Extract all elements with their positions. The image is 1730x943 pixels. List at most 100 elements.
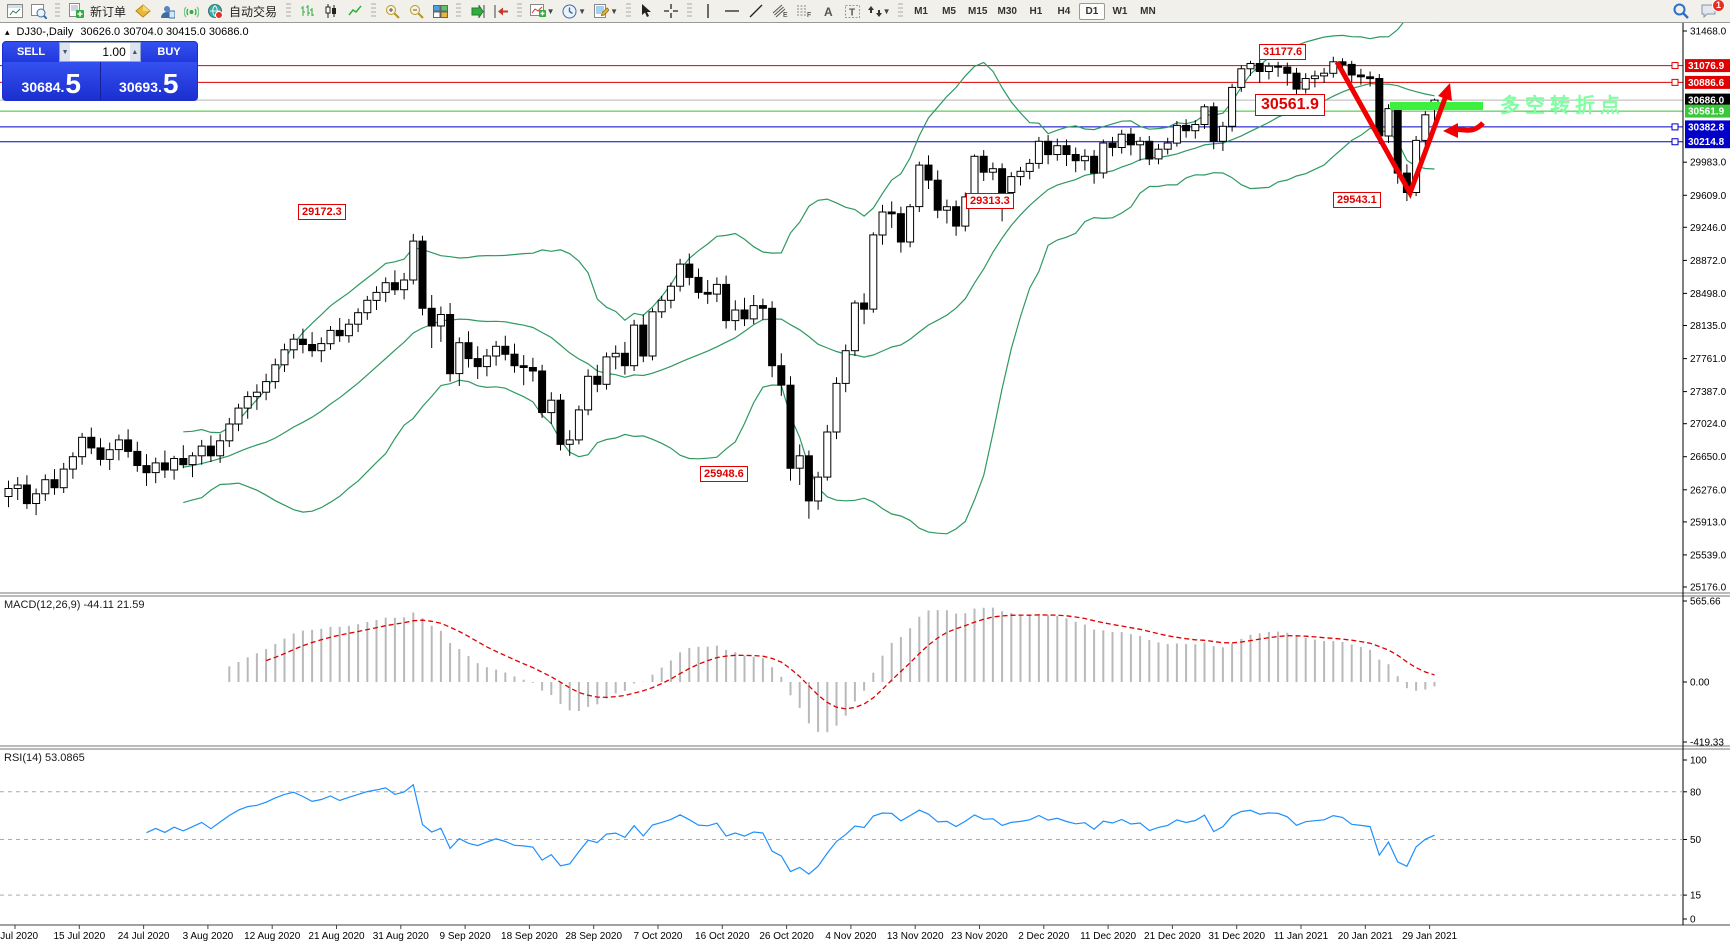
macd-indicator xyxy=(228,607,1436,733)
candles-layer xyxy=(4,56,1439,519)
date-label: 18 Sep 2020 xyxy=(501,931,558,942)
buy-price-main: 30693. xyxy=(119,79,162,95)
search-icon[interactable] xyxy=(1670,2,1692,21)
svg-text:30382.8: 30382.8 xyxy=(1688,122,1725,133)
equidistant-channel-icon[interactable]: E xyxy=(769,2,791,21)
sell-price-main: 30684. xyxy=(21,79,65,95)
date-label: 15 Jul 2020 xyxy=(53,931,105,942)
chart-shift-icon[interactable] xyxy=(490,2,512,21)
symbol-label: DJ30-,Daily xyxy=(16,26,74,38)
toolbar-grip xyxy=(517,3,523,19)
zoom-in-icon[interactable] xyxy=(381,2,403,21)
sell-price-button[interactable]: 30684. 5 xyxy=(3,62,101,100)
new-order-icon[interactable] xyxy=(65,2,87,21)
buy-button[interactable]: BUY xyxy=(141,42,197,62)
svg-text:565.66: 565.66 xyxy=(1690,597,1721,608)
svg-text:27761.0: 27761.0 xyxy=(1690,354,1727,365)
svg-text:30214.8: 30214.8 xyxy=(1688,137,1725,148)
price-tag-25948.6[interactable]: 25948.6 xyxy=(700,466,748,482)
svg-text:30561.9: 30561.9 xyxy=(1688,107,1725,118)
svg-text:29246.0: 29246.0 xyxy=(1690,223,1727,234)
notifications-icon[interactable]: 1 xyxy=(1698,0,1725,21)
autoscroll-icon[interactable] xyxy=(466,2,488,21)
tf-m15[interactable]: M15 xyxy=(968,5,988,17)
date-label: 29 Jan 2021 xyxy=(1402,931,1457,942)
chart-canvas[interactable]: 31468.0 29983.0 29609.0 29246.0 28872.0 28498… xyxy=(0,23,1730,943)
turning-point-bar xyxy=(1390,102,1483,110)
tf-mn[interactable]: MN xyxy=(1140,5,1156,17)
vertical-line-icon[interactable] xyxy=(697,2,719,21)
date-axis[interactable]: 6 Jul 2020 15 Jul 2020 24 Jul 2020 3 Aug 20… xyxy=(0,925,1458,942)
zoom-out-icon[interactable] xyxy=(405,2,427,21)
crosshair-icon[interactable] xyxy=(660,2,682,21)
price-tag-30561.9[interactable]: 30561.9 xyxy=(1255,94,1325,116)
turning-point-note[interactable]: 多空转折点 xyxy=(1500,95,1625,117)
bar-chart-type-icon[interactable] xyxy=(296,2,318,21)
date-label: 11 Jan 2021 xyxy=(1274,931,1329,942)
svg-text:0: 0 xyxy=(1690,915,1696,926)
tf-m30[interactable]: M30 xyxy=(997,5,1017,17)
svg-text:29609.0: 29609.0 xyxy=(1690,191,1727,202)
market-watch-icon[interactable] xyxy=(156,2,178,21)
price-tag-29172.3[interactable]: 29172.3 xyxy=(298,204,346,220)
symbol-arrow-icon: ▴ xyxy=(5,26,10,37)
toolbar-grip xyxy=(456,3,462,19)
date-label: 6 Jul 2020 xyxy=(0,931,39,942)
buy-price-button[interactable]: 30693. 5 xyxy=(100,62,197,100)
price-tag-31177.6[interactable]: 31177.6 xyxy=(1259,44,1307,60)
signals-icon[interactable] xyxy=(180,2,202,21)
notification-badge: 1 xyxy=(1712,0,1725,12)
date-label: 21 Aug 2020 xyxy=(308,931,365,942)
toolbar-grip xyxy=(55,3,60,19)
lot-size-input[interactable] xyxy=(70,45,130,59)
horizontal-line-icon[interactable] xyxy=(721,2,743,21)
sell-button[interactable]: SELL xyxy=(3,42,59,62)
tf-h4[interactable]: H4 xyxy=(1057,5,1071,17)
svg-text:31468.0: 31468.0 xyxy=(1690,27,1727,38)
tile-windows-icon[interactable] xyxy=(429,2,451,21)
autotrading-label[interactable]: 自动交易 xyxy=(229,4,278,19)
candle-chart-type-icon[interactable] xyxy=(320,2,342,21)
indicators-icon[interactable]: ▼ xyxy=(527,2,557,21)
svg-text:15: 15 xyxy=(1690,891,1702,902)
fibonacci-icon[interactable]: F xyxy=(793,2,815,21)
line-chart-type-icon[interactable] xyxy=(344,2,366,21)
macd-axis[interactable]: 565.66 0.00 -419.33 xyxy=(1683,597,1724,749)
trendline-icon[interactable] xyxy=(745,2,767,21)
price-tag-29543.1[interactable]: 29543.1 xyxy=(1333,192,1381,208)
periods-icon[interactable]: ▼ xyxy=(559,2,589,21)
cursor-icon[interactable] xyxy=(636,2,658,21)
v-reversal-arrow xyxy=(1334,60,1450,199)
buy-price-pips: 5 xyxy=(162,68,179,99)
tf-w1[interactable]: W1 xyxy=(1112,5,1128,17)
svg-text:E: E xyxy=(783,12,788,18)
lot-decrease-button[interactable]: ▼ xyxy=(60,43,71,61)
lot-increase-button[interactable]: ▲ xyxy=(129,43,140,61)
tf-m1[interactable]: M1 xyxy=(914,5,928,17)
templates-icon[interactable]: ▼ xyxy=(591,2,621,21)
chart-preview-icon[interactable] xyxy=(28,2,50,21)
drawn-objects-layer[interactable] xyxy=(1334,60,1485,199)
symbol-ohlc: 30626.0 30704.0 30415.0 30686.0 xyxy=(80,26,249,38)
tf-h1[interactable]: H1 xyxy=(1029,5,1043,17)
autotrading-icon[interactable] xyxy=(204,2,226,21)
svg-text:50: 50 xyxy=(1690,835,1702,846)
rsi-axis[interactable]: 100 80 50 15 0 xyxy=(1683,756,1707,926)
small-pointer-head xyxy=(1443,123,1458,138)
text-icon[interactable]: A xyxy=(817,2,839,21)
svg-text:27024.0: 27024.0 xyxy=(1690,419,1727,430)
mql-market-icon[interactable] xyxy=(132,2,154,21)
chart-window-icon[interactable] xyxy=(4,2,26,21)
panel-separators[interactable] xyxy=(0,23,1730,926)
main-toolbar: 新订单 自动交易 ▼ ▼ xyxy=(0,0,1730,23)
text-label-icon[interactable]: T xyxy=(841,2,863,21)
price-tag-29313.3[interactable]: 29313.3 xyxy=(966,193,1014,209)
new-order-label[interactable]: 新订单 xyxy=(90,4,127,19)
tf-d1[interactable]: D1 xyxy=(1078,2,1105,20)
toolbar-grip xyxy=(898,3,904,19)
arrows-icon[interactable]: ▼ xyxy=(865,2,893,21)
tf-m5[interactable]: M5 xyxy=(942,5,956,17)
svg-text:-419.33: -419.33 xyxy=(1690,738,1724,749)
price-axis[interactable]: 31468.0 29983.0 29609.0 29246.0 28872.0 28498… xyxy=(1683,27,1730,594)
date-label: 4 Nov 2020 xyxy=(825,931,877,942)
